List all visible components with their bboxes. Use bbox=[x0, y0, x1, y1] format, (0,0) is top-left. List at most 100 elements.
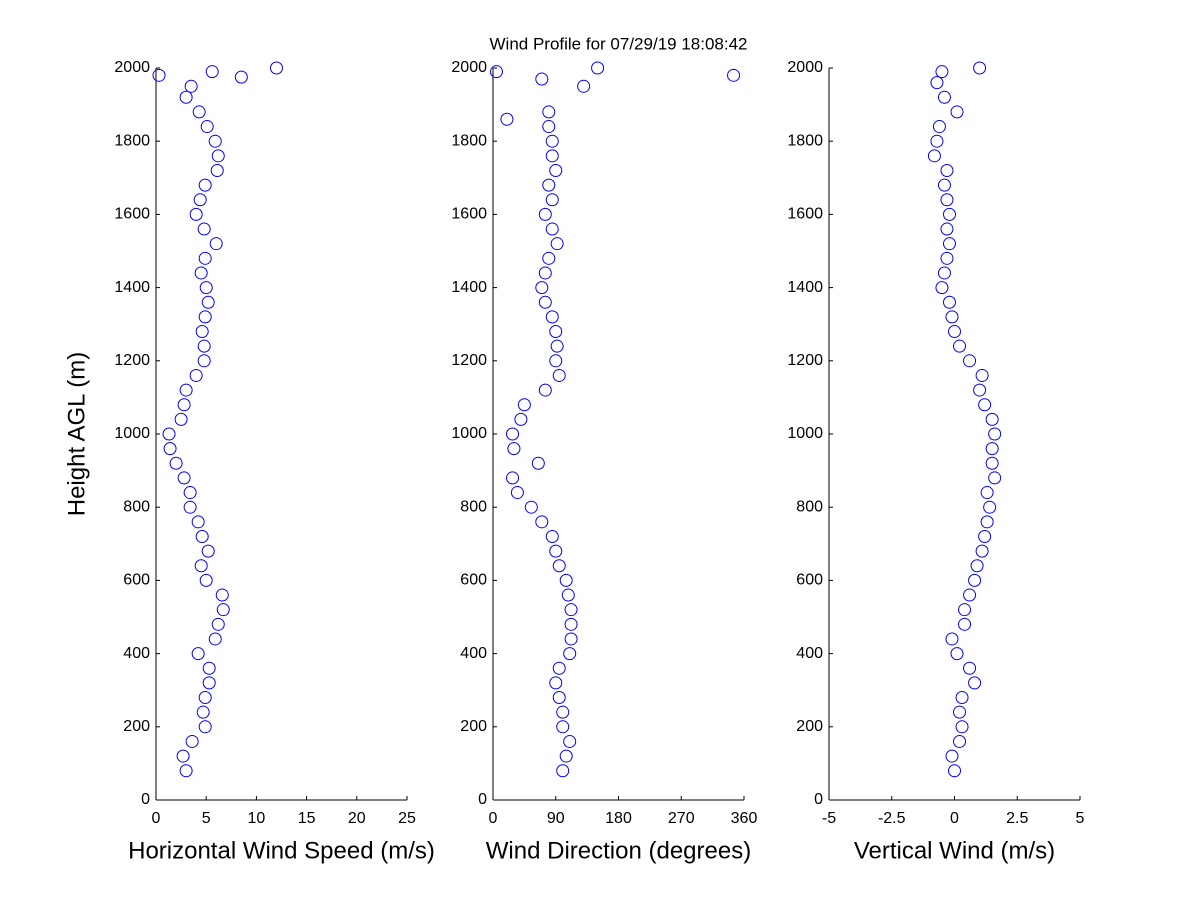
data-point bbox=[183, 486, 197, 500]
y-tick-label: 0 bbox=[141, 791, 150, 808]
data-point bbox=[545, 149, 559, 163]
data-point bbox=[535, 72, 549, 86]
data-point bbox=[210, 163, 224, 177]
data-point bbox=[953, 705, 967, 719]
data-point bbox=[930, 76, 944, 90]
data-point bbox=[945, 310, 959, 324]
data-point bbox=[985, 442, 999, 456]
data-point bbox=[184, 79, 198, 93]
data-point bbox=[955, 720, 969, 734]
data-point bbox=[564, 617, 578, 631]
y-tick-label: 200 bbox=[123, 718, 150, 735]
data-point bbox=[542, 251, 556, 265]
y-tick-label: 2000 bbox=[114, 59, 150, 76]
x-tick-label: -5 bbox=[822, 810, 836, 827]
x-tick-label: -2.5 bbox=[878, 810, 906, 827]
data-point bbox=[545, 193, 559, 207]
y-axis-label: Height AGL (m) bbox=[63, 352, 90, 517]
data-point bbox=[948, 764, 961, 778]
y-tick-label: 1600 bbox=[787, 206, 823, 223]
data-point bbox=[564, 632, 578, 646]
data-point bbox=[202, 676, 216, 690]
data-point bbox=[937, 90, 951, 104]
data-point bbox=[980, 515, 994, 529]
data-point bbox=[563, 734, 577, 748]
y-tick-label: 1600 bbox=[451, 206, 487, 223]
data-point bbox=[556, 720, 570, 734]
data-point bbox=[591, 61, 605, 75]
data-point bbox=[198, 178, 212, 192]
y-tick-label: 2000 bbox=[787, 59, 823, 76]
data-point bbox=[942, 295, 956, 309]
x-axis-label: Wind Direction (degrees) bbox=[486, 837, 751, 864]
data-point bbox=[545, 134, 559, 148]
data-point bbox=[561, 588, 575, 602]
data-point bbox=[559, 749, 573, 763]
data-point bbox=[985, 412, 999, 426]
data-point bbox=[189, 207, 203, 221]
data-point bbox=[559, 573, 573, 587]
data-point bbox=[538, 266, 552, 280]
data-point bbox=[152, 68, 166, 82]
data-point bbox=[489, 65, 503, 79]
data-point bbox=[211, 617, 225, 631]
y-tick-label: 800 bbox=[796, 498, 823, 515]
data-point bbox=[211, 149, 225, 163]
data-point bbox=[564, 603, 578, 617]
data-point bbox=[177, 398, 191, 412]
data-point bbox=[942, 207, 956, 221]
data-point bbox=[185, 734, 199, 748]
data-point bbox=[191, 515, 205, 529]
data-point bbox=[978, 529, 992, 543]
data-point bbox=[549, 676, 563, 690]
y-tick-label: 600 bbox=[123, 572, 150, 589]
data-point bbox=[985, 456, 999, 470]
data-point bbox=[968, 573, 982, 587]
data-point bbox=[550, 237, 564, 251]
x-tick-label: 5 bbox=[1076, 810, 1085, 827]
data-point bbox=[545, 310, 559, 324]
data-point bbox=[234, 70, 248, 84]
x-tick-label: 180 bbox=[605, 810, 632, 827]
x-tick-label: 270 bbox=[668, 810, 695, 827]
y-tick-label: 1000 bbox=[114, 425, 150, 442]
data-point bbox=[191, 647, 205, 661]
data-point bbox=[215, 588, 229, 602]
data-point bbox=[542, 178, 556, 192]
data-point bbox=[163, 442, 177, 456]
x-tick-label: 0 bbox=[950, 810, 959, 827]
y-tick-label: 1600 bbox=[114, 206, 150, 223]
data-point bbox=[538, 383, 552, 397]
data-point bbox=[199, 281, 213, 295]
y-tick-label: 1800 bbox=[451, 132, 487, 149]
data-point bbox=[556, 705, 570, 719]
data-point bbox=[950, 105, 964, 119]
data-point bbox=[727, 68, 741, 82]
data-point bbox=[968, 676, 982, 690]
data-point bbox=[506, 471, 520, 485]
data-point bbox=[940, 251, 954, 265]
y-tick-label: 200 bbox=[796, 718, 823, 735]
y-tick-label: 800 bbox=[123, 498, 150, 515]
data-point bbox=[201, 295, 215, 309]
y-tick-label: 600 bbox=[796, 572, 823, 589]
data-point bbox=[563, 647, 577, 661]
data-point bbox=[980, 486, 994, 500]
data-point bbox=[176, 749, 190, 763]
data-point bbox=[169, 456, 183, 470]
data-point bbox=[948, 325, 961, 339]
data-point bbox=[552, 691, 566, 705]
data-point bbox=[197, 339, 211, 353]
data-point bbox=[538, 295, 552, 309]
data-point bbox=[531, 456, 545, 470]
data-point bbox=[970, 559, 984, 573]
data-point bbox=[937, 266, 951, 280]
data-point bbox=[208, 632, 222, 646]
data-point bbox=[945, 749, 959, 763]
data-point bbox=[192, 105, 206, 119]
data-point bbox=[958, 603, 972, 617]
data-point bbox=[932, 120, 946, 134]
y-tick-label: 1200 bbox=[114, 352, 150, 369]
data-point bbox=[953, 734, 967, 748]
data-point bbox=[978, 398, 992, 412]
